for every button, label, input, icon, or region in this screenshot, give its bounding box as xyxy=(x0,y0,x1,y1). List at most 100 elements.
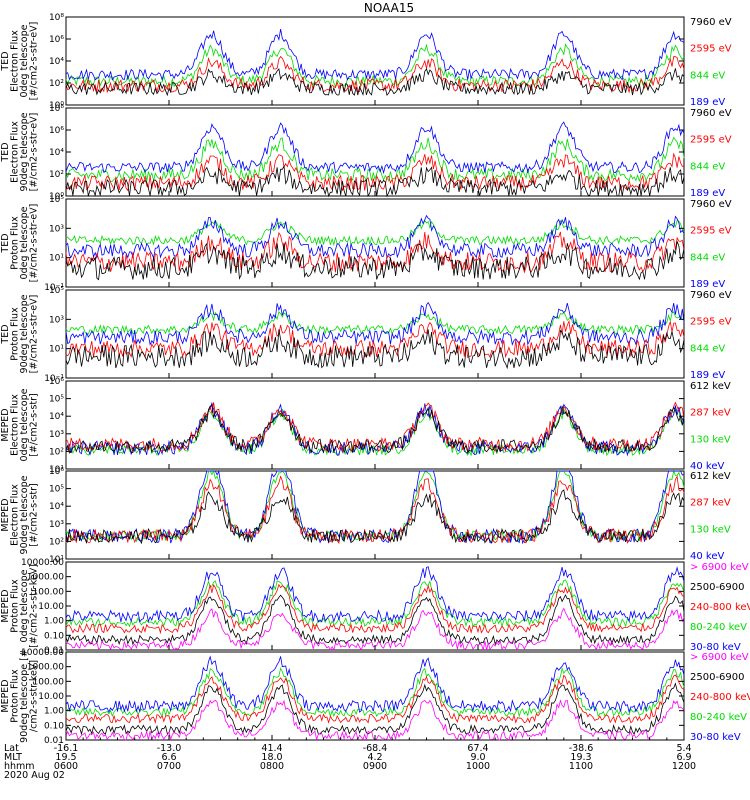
legend-entry: 240-800 keV xyxy=(690,692,750,703)
mlt-label: 6.9 xyxy=(676,752,691,763)
series-line-blue xyxy=(65,301,685,346)
y-tick-label: 100.00 xyxy=(33,587,65,597)
y-tick-label: 10000.00 xyxy=(21,558,64,568)
y-tick-label: 10² xyxy=(49,79,64,89)
y-tick-label: 10⁴ xyxy=(49,57,64,67)
y-axis-label-line: 0deg telescope xyxy=(19,388,30,461)
y-axis-label-line: MEPED xyxy=(0,408,11,441)
legend-entry: 7960 eV xyxy=(690,108,732,119)
y-axis-label-line: TED xyxy=(0,324,11,344)
y-tick-label: 10⁰ xyxy=(49,101,64,111)
legend-entry: 7960 eV xyxy=(690,290,732,301)
y-axis-label-line: MEPED xyxy=(0,498,11,531)
x-row-label: Lat xyxy=(4,743,19,754)
hhmm-label: 0600 xyxy=(54,761,78,772)
mlt-label: 19.3 xyxy=(570,752,591,763)
y-axis-label-line: TED xyxy=(0,142,11,162)
y-axis-label-line: [#/cm2-s-str-keV] xyxy=(29,564,40,648)
y-axis-label-line: [#/cm2-s-str] xyxy=(29,483,40,546)
legend-entry: > 6900 keV xyxy=(690,652,749,663)
y-tick-label: 0.01 xyxy=(44,646,64,656)
series-line-red xyxy=(65,231,685,274)
y-tick-label: 10⁶ xyxy=(49,126,64,136)
y-axis-label-line: 90deg telescope xyxy=(19,475,30,554)
legend-entry: 844 eV xyxy=(690,161,725,172)
y-axis-label: MEPEDProton Flux0deg telescope[#/cm2-s-s… xyxy=(0,564,40,648)
y-tick-label: 10³ xyxy=(49,224,64,234)
legend-entry: 612 keV xyxy=(690,381,731,392)
panel-8: 0.010.101.0010.00100.001000.0010000.00ME… xyxy=(0,648,750,746)
series-line-blue xyxy=(65,401,685,457)
y-tick-label: 10² xyxy=(49,537,64,547)
y-tick-label: 10¹ xyxy=(49,345,64,355)
y-tick-label: 10⁸ xyxy=(49,13,64,23)
panel-1: 10⁰ 10² 10⁴ 10⁶ 10⁸ TEDElectron Flux0deg tele… xyxy=(0,13,732,111)
y-tick-label: 10⁸ xyxy=(49,104,64,114)
series-line-green xyxy=(65,407,685,457)
y-tick-label: 10⁴ xyxy=(49,412,64,422)
y-axis-label-line: [#/cm2-s-str-eV] xyxy=(29,204,40,283)
hhmm-label: 0800 xyxy=(260,761,284,772)
lat-label: -16.1 xyxy=(54,743,79,754)
panel-frame xyxy=(65,651,685,741)
series-line-black xyxy=(65,329,685,370)
y-tick-label: 1.00 xyxy=(44,707,64,717)
legend-entry: 7960 eV xyxy=(690,17,732,28)
series-line-red xyxy=(65,583,685,635)
mlt-label: 19.5 xyxy=(55,752,76,763)
legend-entry: 189 eV xyxy=(690,370,725,381)
legend-entry: 2595 eV xyxy=(690,44,732,55)
y-axis-label: TEDProton Flux0deg telescope[#/cm2-s-str… xyxy=(0,204,40,283)
series-line-black xyxy=(65,241,685,281)
legend-entry: 30-80 keV xyxy=(690,642,741,653)
y-tick-label: 10³ xyxy=(49,430,64,440)
y-tick-label: 10² xyxy=(49,447,64,457)
y-tick-label: 10⁶ xyxy=(49,35,64,45)
y-tick-label: 10⁵ xyxy=(49,195,64,205)
y-axis-label-line: Proton Flux xyxy=(10,579,21,633)
y-axis-label-line: 90deg telescope xyxy=(19,112,30,191)
series-line-blue xyxy=(65,655,685,714)
y-tick-label: 1000.00 xyxy=(27,663,64,673)
y-tick-label: 10⁵ xyxy=(49,286,64,296)
series-line-green xyxy=(65,667,685,718)
mlt-label: 6.6 xyxy=(161,752,176,763)
y-tick-label: 10⁻¹ xyxy=(44,374,64,384)
series-line-red xyxy=(65,475,685,544)
legend-entry: 189 eV xyxy=(690,279,725,290)
series-line-black xyxy=(65,489,685,545)
legend-entry: 612 keV xyxy=(690,471,731,482)
series-line-green xyxy=(65,43,685,88)
y-tick-label: 0.01 xyxy=(44,736,64,746)
y-axis-label-line: 90deg telescope xyxy=(19,294,30,373)
y-axis-label-line: 0deg telescope xyxy=(19,24,30,97)
y-axis-label: TEDProton Flux90deg telescope[#/cm2-s-st… xyxy=(0,294,40,373)
y-axis-label: TEDElectron Flux0deg telescope[#/cm2-s-s… xyxy=(0,22,40,101)
y-axis-label-line: MEPED xyxy=(0,589,11,622)
series-line-blue xyxy=(65,29,685,81)
series-line-green xyxy=(65,136,685,183)
series-line-blue xyxy=(65,214,685,260)
y-tick-label: 10⁴ xyxy=(49,148,64,158)
mlt-label: 9.0 xyxy=(470,752,485,763)
y-axis-label-line: Electron Flux xyxy=(10,121,21,183)
panel-frame xyxy=(65,380,685,470)
series-line-green xyxy=(65,219,685,247)
legend-entry: > 6900 keV xyxy=(690,562,749,573)
y-axis-label-line: Proton Flux xyxy=(10,307,21,361)
y-axis-label-line: /cm2-s-str-keV] xyxy=(29,660,40,732)
legend-entry: 189 eV xyxy=(690,188,725,199)
y-axis-label-line: Proton Flux xyxy=(10,669,21,723)
panel-5: 10¹ 10² 10³ 10⁴ 10⁵ 10⁶ MEPEDElectron Flux0deg… xyxy=(0,377,731,475)
figure-title: NOAA15 xyxy=(364,1,414,15)
mlt-label: 18.0 xyxy=(261,752,282,763)
series-line-red xyxy=(65,401,685,453)
series-line-black xyxy=(65,594,685,646)
hhmm-label: 0900 xyxy=(363,761,387,772)
y-tick-label: 1.00 xyxy=(44,617,64,627)
legend-entry: 80-240 keV xyxy=(690,622,747,633)
series-line-red xyxy=(65,319,685,359)
y-axis-label-line: Electron Flux xyxy=(10,484,21,546)
